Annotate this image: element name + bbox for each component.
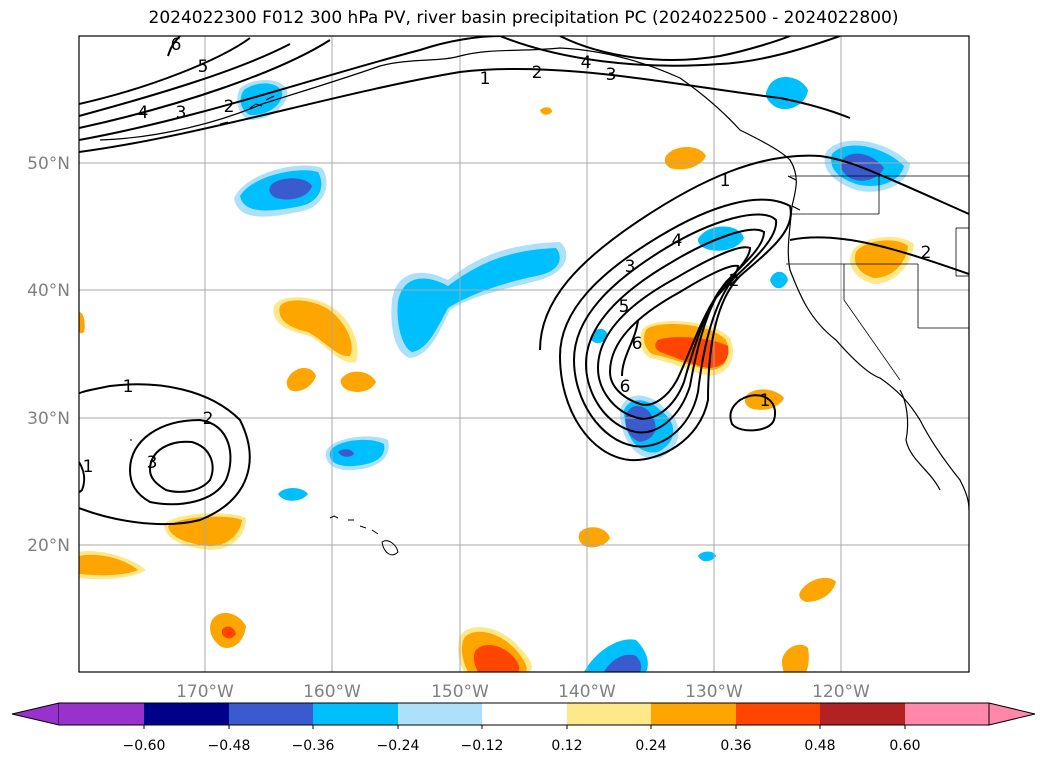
gridlines [79, 36, 969, 672]
pos-anomaly-ne [540, 107, 914, 284]
pv-label: 4 [138, 103, 149, 123]
pv-label: 2 [921, 243, 932, 263]
pv-label: 4 [581, 53, 592, 73]
pv-label: 3 [606, 65, 617, 85]
colorbar-label: 0.36 [720, 738, 751, 754]
pv-label: 5 [198, 57, 209, 77]
colorbar-bin [567, 703, 651, 725]
lat-tick-label: 40°N [27, 281, 70, 301]
pv-label: 3 [176, 103, 187, 123]
colorbar-bin [59, 703, 144, 725]
pv-contours [79, 36, 969, 526]
colorbar-label: −0.48 [208, 738, 251, 754]
lon-tick-label: 130°W [685, 682, 743, 702]
islands [130, 95, 399, 556]
colorbar-bin [313, 703, 398, 725]
coastlines [99, 47, 969, 511]
colorbar-extend-low [11, 702, 60, 726]
lon-tick-label: 170°W [176, 682, 234, 702]
pv-label: 2 [532, 63, 543, 83]
pv-label: 2 [203, 409, 214, 429]
colorbar-label: −0.24 [377, 738, 420, 754]
map-background [79, 36, 969, 672]
lon-tick-label: 140°W [558, 682, 616, 702]
map-title: 2024022300 F012 300 hPa PV, river basin … [148, 8, 899, 28]
pv-label: 6 [620, 377, 631, 397]
colorbar-label: −0.60 [123, 738, 166, 754]
pv-label: 1 [83, 457, 94, 477]
colorbar-bin [651, 703, 736, 725]
colorbar-extend-high [988, 702, 1036, 726]
pv-label: 5 [619, 297, 630, 317]
colorbar-label: 0.60 [889, 738, 920, 754]
lon-tick-labels: 170°W 160°W 150°W 140°W 130°W 120°W [176, 682, 870, 702]
neg-anomaly-small [278, 226, 788, 672]
colorbar-bin [144, 703, 229, 725]
pv-label: 1 [720, 171, 731, 191]
neg-anomaly-nepacific [234, 165, 327, 217]
colorbar-label: 0.48 [804, 738, 835, 754]
state-borders [786, 175, 969, 381]
pv-label: 2 [729, 271, 740, 291]
lon-tick-label: 120°W [812, 682, 870, 702]
colorbar-bin [229, 703, 313, 725]
colorbar-bin [736, 703, 820, 725]
neg-anomaly-hawaii [325, 436, 389, 471]
lat-tick-label: 20°N [27, 536, 70, 556]
pv-label: 1 [760, 391, 771, 411]
pv-contour-labels: 6 5 4 3 2 1 2 4 3 1 4 3 5 6 6 2 1 2 1 2 … [83, 35, 932, 477]
colorbar-bin [482, 703, 567, 725]
map-frame [78, 35, 970, 673]
lat-tick-label: 30°N [27, 409, 70, 429]
pos-anomaly-midpac [273, 297, 376, 392]
lat-tick-labels: 20°N 30°N 40°N 50°N [27, 154, 70, 556]
colorbar-bin [398, 703, 482, 725]
colorbar-label: 0.24 [635, 738, 666, 754]
colorbar-bin [820, 703, 905, 725]
colorbar-bin [905, 703, 989, 725]
pv-label: 2 [224, 97, 235, 117]
colorbar: −0.60 −0.48 −0.36 −0.24 −0.12 0.12 0.24 … [11, 702, 1036, 754]
pv-label: 1 [123, 377, 134, 397]
colorbar-label: −0.36 [292, 738, 335, 754]
pv-label: 3 [147, 453, 158, 473]
pv-label: 4 [672, 231, 683, 251]
pv-label: 1 [480, 69, 491, 89]
colorbar-label: −0.12 [461, 738, 504, 754]
pv-label: 6 [171, 35, 182, 55]
lat-tick-label: 50°N [27, 154, 70, 174]
pv-label: 3 [625, 257, 636, 277]
pv-label: 6 [632, 334, 643, 354]
lon-tick-label: 160°W [303, 682, 361, 702]
lon-tick-label: 150°W [431, 682, 489, 702]
colorbar-label: 0.12 [551, 738, 582, 754]
neg-anomaly-central [391, 242, 567, 358]
